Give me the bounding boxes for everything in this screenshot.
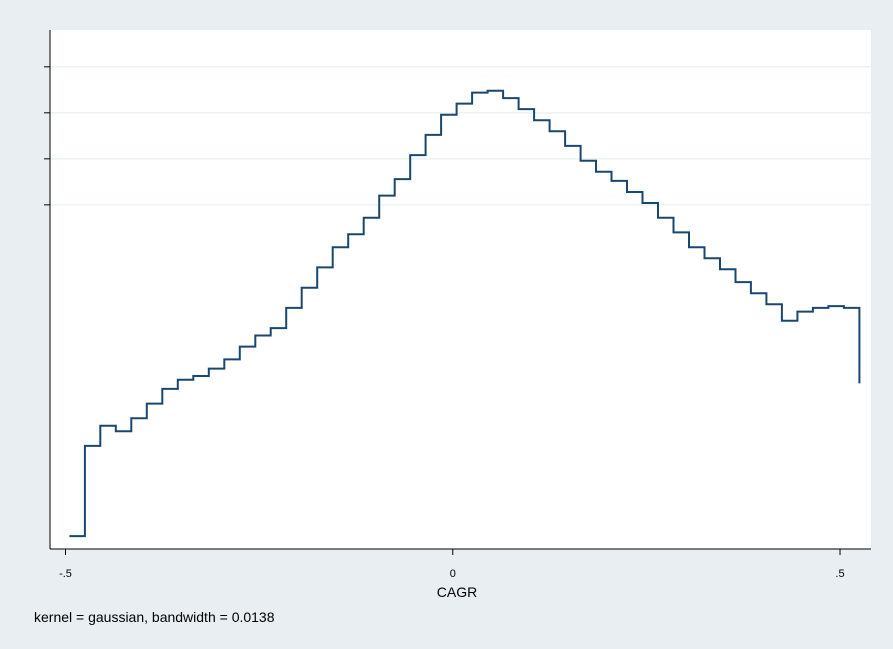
plot-area: [50, 30, 871, 549]
gridlines: [50, 66, 871, 206]
x-tick-label: 0: [450, 568, 456, 580]
x-ticks: -.5 0 .5: [59, 549, 845, 580]
x-tick-label: -.5: [59, 568, 72, 580]
y-ticks: [44, 66, 50, 206]
x-tick-label: .5: [835, 568, 844, 580]
kernel-note: kernel = gaussian, bandwidth = 0.0138: [34, 609, 275, 625]
density-step-line: [69, 89, 861, 538]
x-axis-title: CAGR: [437, 584, 477, 600]
